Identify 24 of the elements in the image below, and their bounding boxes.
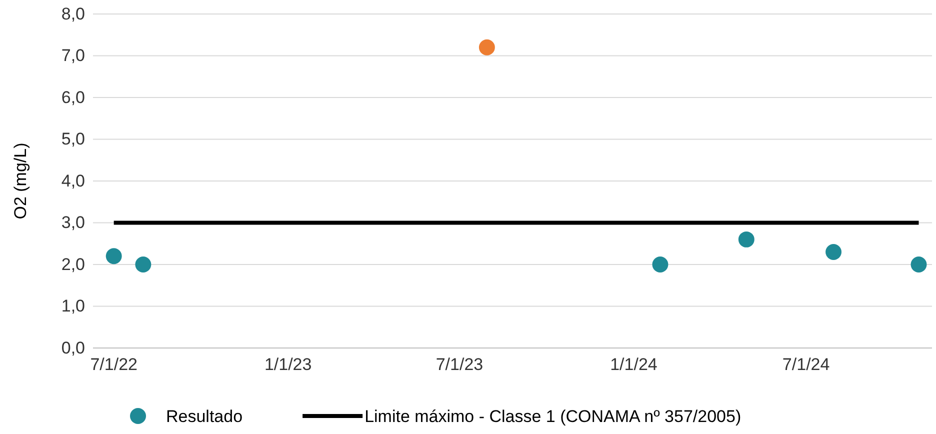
point xyxy=(135,256,152,272)
y-axis-title: O2 (mg/L) xyxy=(11,142,30,220)
point xyxy=(478,39,495,56)
point xyxy=(106,248,122,264)
y-tick-label: 5,0 xyxy=(61,130,85,149)
y-tick-label: 8,0 xyxy=(61,4,85,24)
x-tick-label: 7/1/24 xyxy=(782,355,830,374)
y-tick-label: 2,0 xyxy=(61,254,85,274)
x-tick-label: 7/1/22 xyxy=(90,355,138,374)
y-tick-label: 3,0 xyxy=(61,213,85,232)
x-tick-label: 7/1/23 xyxy=(436,355,484,374)
y-tick-label: 6,0 xyxy=(61,88,85,107)
point xyxy=(826,244,842,260)
y-tick-label: 7,0 xyxy=(61,46,85,66)
y-tick-label: 1,0 xyxy=(61,296,85,316)
point xyxy=(910,256,927,272)
point xyxy=(652,256,668,272)
legend-label: Resultado xyxy=(166,407,243,426)
x-tick-label: 1/1/23 xyxy=(264,355,312,374)
y-tick-label: 4,0 xyxy=(61,171,85,190)
point xyxy=(738,231,754,248)
legend-label: Limite máximo - Classe 1 (CONAMA nº 357/2005) xyxy=(364,407,742,426)
y-tick-label: 0,0 xyxy=(61,338,85,358)
x-tick-label: 1/1/24 xyxy=(610,355,658,374)
